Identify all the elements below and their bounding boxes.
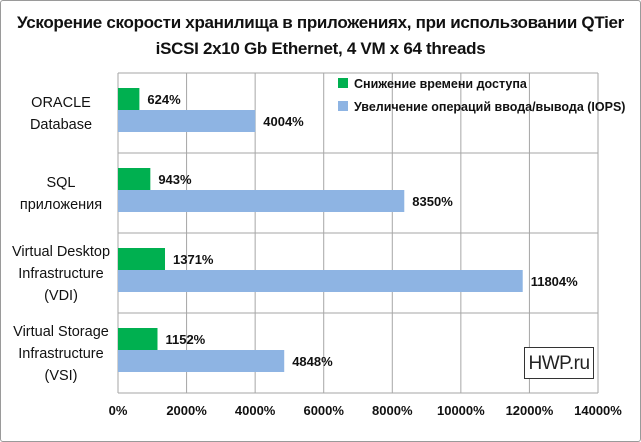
- x-tick-label: 2000%: [166, 403, 207, 418]
- x-tick-label: 10000%: [437, 403, 485, 418]
- data-label: 943%: [158, 172, 192, 187]
- data-label: 4004%: [263, 114, 304, 129]
- legend-label: Увеличение операций ввода/вывода (IOPS): [354, 100, 625, 114]
- bar: [118, 110, 256, 132]
- data-labels: 624% 4004% 943% 8350% 1371% 11804% 1152% 4848%: [147, 92, 578, 369]
- x-tick-label: 8000%: [372, 403, 413, 418]
- x-tick-label: 6000%: [303, 403, 344, 418]
- chart-title-line-2: iSCSI 2x10 Gb Ethernet, 4 VM x 64 thread…: [155, 39, 486, 58]
- data-label: 1152%: [165, 332, 205, 347]
- data-label: 624%: [147, 92, 181, 107]
- chart-title: Ускорение скорости хранилища в приложени…: [0, 10, 641, 62]
- x-tick-label: 14000%: [574, 403, 622, 418]
- legend-swatch: [338, 101, 348, 111]
- category-label: (VDI): [44, 288, 78, 304]
- data-label: 1371%: [173, 252, 214, 267]
- category-label: Virtual Storage: [13, 324, 109, 340]
- bar: [118, 190, 405, 212]
- chart-title-line-1: Ускорение скорости хранилища в приложени…: [17, 13, 624, 32]
- category-labels: ORACLE Database SQL приложения Virtual Deskt…: [12, 95, 110, 384]
- data-label: 11804%: [531, 274, 578, 289]
- bar: [118, 88, 140, 110]
- x-tick-label: 0%: [109, 403, 128, 418]
- category-label: приложения: [20, 197, 102, 213]
- bar: [118, 328, 158, 350]
- x-axis-ticks: 0% 2000% 4000% 6000% 8000% 10000% 12000% 14000%: [109, 403, 623, 418]
- x-tick-label: 12000%: [506, 403, 554, 418]
- category-label: Infrastructure: [18, 266, 103, 282]
- bar: [118, 350, 285, 372]
- category-label: Database: [30, 117, 92, 133]
- watermark-logo: HWP.ru: [524, 347, 594, 379]
- category-label: Infrastructure: [18, 346, 103, 362]
- legend-swatch: [338, 78, 348, 88]
- bar: [118, 248, 166, 270]
- category-label: Virtual Desktop: [12, 244, 110, 260]
- grid: [117, 72, 599, 394]
- legend-label: Снижение времени доступа: [354, 77, 528, 91]
- legend: Снижение времени доступа Увеличение опера…: [338, 77, 625, 114]
- category-label: ORACLE: [31, 95, 91, 111]
- data-label: 8350%: [412, 194, 453, 209]
- bars: [118, 88, 523, 372]
- bar: [118, 168, 151, 190]
- category-label: (VSI): [44, 368, 77, 384]
- x-tick-label: 4000%: [235, 403, 276, 418]
- category-label: SQL: [46, 175, 75, 191]
- bar: [118, 270, 523, 292]
- data-label: 4848%: [292, 354, 333, 369]
